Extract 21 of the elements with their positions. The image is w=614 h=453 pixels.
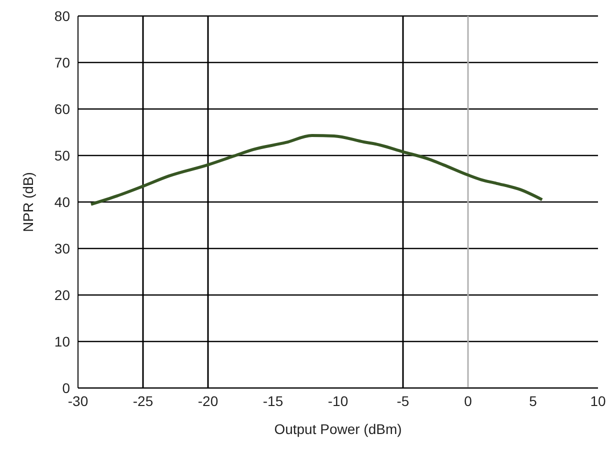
y-tick-label: 70 bbox=[54, 54, 70, 70]
y-tick-label: 40 bbox=[54, 194, 70, 210]
x-tick-label: -30 bbox=[68, 392, 88, 409]
x-tick-label: -5 bbox=[396, 392, 410, 409]
y-axis-title: NPR (dB) bbox=[20, 172, 36, 232]
x-tick-label: 10 bbox=[590, 392, 606, 409]
x-tick-label: -25 bbox=[132, 392, 154, 409]
y-tick-label: 10 bbox=[54, 333, 70, 350]
x-tick-label: -15 bbox=[262, 392, 284, 409]
y-tick-label: 0 bbox=[62, 380, 70, 396]
y-tick-label: 30 bbox=[54, 240, 70, 256]
x-axis-title: Output Power (dBm) bbox=[274, 421, 402, 437]
y-tick-label: 50 bbox=[54, 147, 70, 164]
x-tick-label: 0 bbox=[464, 392, 472, 409]
line-series bbox=[90, 134, 544, 206]
y-tick-label: 80 bbox=[54, 8, 70, 24]
x-tick-label: 5 bbox=[529, 392, 538, 409]
x-tick-label: -10 bbox=[328, 392, 348, 409]
x-tick-label: -20 bbox=[198, 392, 218, 409]
y-tick-label: 20 bbox=[54, 286, 70, 303]
y-tick-label: 60 bbox=[54, 100, 70, 117]
